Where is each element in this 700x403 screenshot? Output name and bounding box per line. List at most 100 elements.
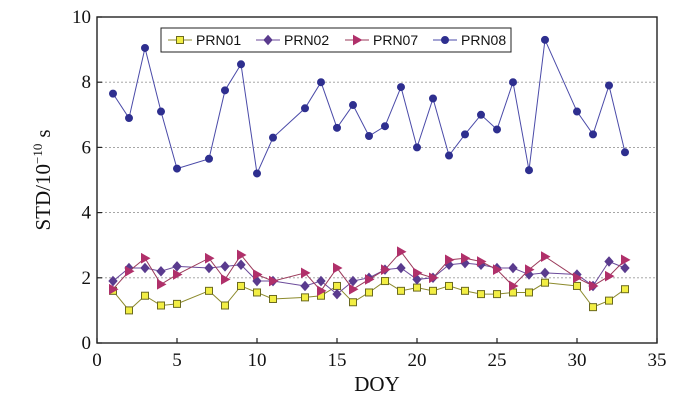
data-point-prn07 — [253, 269, 263, 280]
x-tick-label: 0 — [92, 350, 102, 371]
data-point-prn02 — [412, 274, 422, 285]
plot-frame — [96, 16, 658, 344]
data-point-prn07 — [205, 252, 215, 264]
legend-item-prn07: PRN07 — [345, 32, 418, 48]
data-point-prn01 — [141, 291, 149, 300]
data-point-prn08 — [397, 83, 405, 92]
data-point-prn08 — [365, 131, 373, 140]
tick-layer: 0 2 4 6 8 10 0 5 10 15 20 25 30 35 — [72, 7, 667, 371]
data-point-prn02 — [604, 256, 614, 267]
legend-marker — [353, 34, 363, 46]
data-point-prn07 — [621, 254, 631, 266]
data-point-prn07 — [269, 275, 279, 287]
series-line-prn07 — [112, 250, 626, 292]
y-axis-label-base: STD/10 — [31, 164, 55, 231]
series-prn08 — [109, 35, 629, 178]
y-tick-label: 2 — [82, 268, 92, 289]
x-tick-label: 30 — [568, 350, 587, 371]
data-point-prn07 — [109, 283, 119, 295]
data-point-prn02 — [156, 266, 166, 277]
data-point-prn02 — [172, 261, 182, 272]
data-point-prn08 — [509, 78, 517, 87]
data-point-prn02 — [620, 262, 630, 274]
data-point-prn08 — [493, 125, 501, 134]
x-tick-label: 20 — [408, 350, 427, 371]
data-point-prn08 — [381, 122, 389, 131]
data-point-prn07 — [157, 278, 167, 290]
data-point-prn01 — [477, 290, 485, 299]
x-tick-label: 35 — [648, 350, 667, 371]
data-point-prn07 — [317, 285, 327, 297]
data-point-prn01 — [221, 301, 229, 310]
data-point-prn02 — [396, 262, 406, 274]
data-point-prn01 — [589, 303, 597, 312]
data-point-prn01 — [541, 278, 549, 287]
data-point-prn01 — [605, 296, 613, 305]
legend: PRN01 PRN02 PRN07 PRN08 — [160, 27, 512, 53]
data-point-prn02 — [348, 275, 358, 287]
data-point-prn08 — [109, 89, 117, 98]
series-line-prn08 — [112, 37, 626, 176]
legend-label: PRN01 — [196, 32, 241, 48]
data-point-prn07 — [333, 262, 343, 274]
data-point-prn08 — [589, 130, 597, 139]
data-point-prn08 — [301, 104, 309, 113]
data-point-prn02 — [316, 275, 326, 287]
data-point-prn08 — [333, 123, 341, 132]
x-tick-label: 5 — [172, 350, 182, 371]
data-point-prn07 — [541, 251, 551, 262]
data-point-prn02 — [300, 280, 310, 292]
data-point-prn08 — [461, 130, 469, 139]
data-point-prn07 — [221, 274, 231, 285]
data-point-prn01 — [397, 286, 405, 295]
y-tick-label: 10 — [72, 7, 91, 28]
data-point-prn07 — [461, 252, 471, 264]
data-point-prn08 — [525, 166, 533, 175]
x-tick-label: 10 — [248, 350, 267, 371]
series-layer — [108, 35, 631, 315]
data-point-prn01 — [493, 290, 501, 299]
legend-items: PRN01 PRN02 PRN07 PRN08 — [168, 32, 506, 48]
y-tick-label: 0 — [82, 333, 92, 354]
series-prn07 — [109, 246, 631, 297]
data-point-prn08 — [573, 107, 581, 116]
data-point-prn08 — [173, 164, 181, 173]
data-point-prn07 — [349, 283, 359, 295]
data-point-prn01 — [461, 286, 469, 295]
y-tick-label: 6 — [82, 137, 92, 158]
data-point-prn08 — [221, 86, 229, 95]
y-axis-label: STD/10−10 s — [30, 129, 55, 230]
data-point-prn07 — [237, 249, 247, 261]
y-axis-label-unit: s — [31, 129, 55, 137]
data-point-prn08 — [413, 143, 421, 152]
data-point-prn01 — [253, 288, 261, 297]
legend-item-prn01: PRN01 — [168, 32, 241, 48]
y-tick-label: 8 — [82, 72, 92, 93]
data-point-prn08 — [269, 133, 277, 142]
x-axis-label: DOY — [354, 372, 400, 396]
data-point-prn01 — [205, 286, 213, 295]
data-point-prn01 — [237, 281, 245, 290]
data-point-prn08 — [621, 148, 629, 157]
data-point-prn02 — [540, 267, 550, 279]
data-point-prn07 — [141, 252, 151, 264]
y-tick-label: 4 — [82, 203, 92, 224]
data-point-prn07 — [173, 269, 183, 280]
data-point-prn02 — [252, 275, 262, 287]
data-point-prn01 — [445, 281, 453, 290]
data-point-prn08 — [317, 78, 325, 87]
data-point-prn07 — [445, 254, 455, 266]
data-point-prn07 — [589, 280, 599, 292]
data-point-prn01 — [525, 288, 533, 297]
data-point-prn01 — [429, 286, 437, 295]
data-point-prn07 — [381, 264, 391, 276]
data-point-prn07 — [573, 272, 583, 284]
data-point-prn01 — [621, 285, 629, 294]
data-point-prn01 — [301, 293, 309, 302]
data-point-prn08 — [477, 110, 485, 119]
data-point-prn08 — [541, 35, 549, 44]
data-point-prn01 — [269, 294, 277, 303]
data-point-prn07 — [525, 264, 535, 276]
legend-marker — [176, 36, 184, 44]
